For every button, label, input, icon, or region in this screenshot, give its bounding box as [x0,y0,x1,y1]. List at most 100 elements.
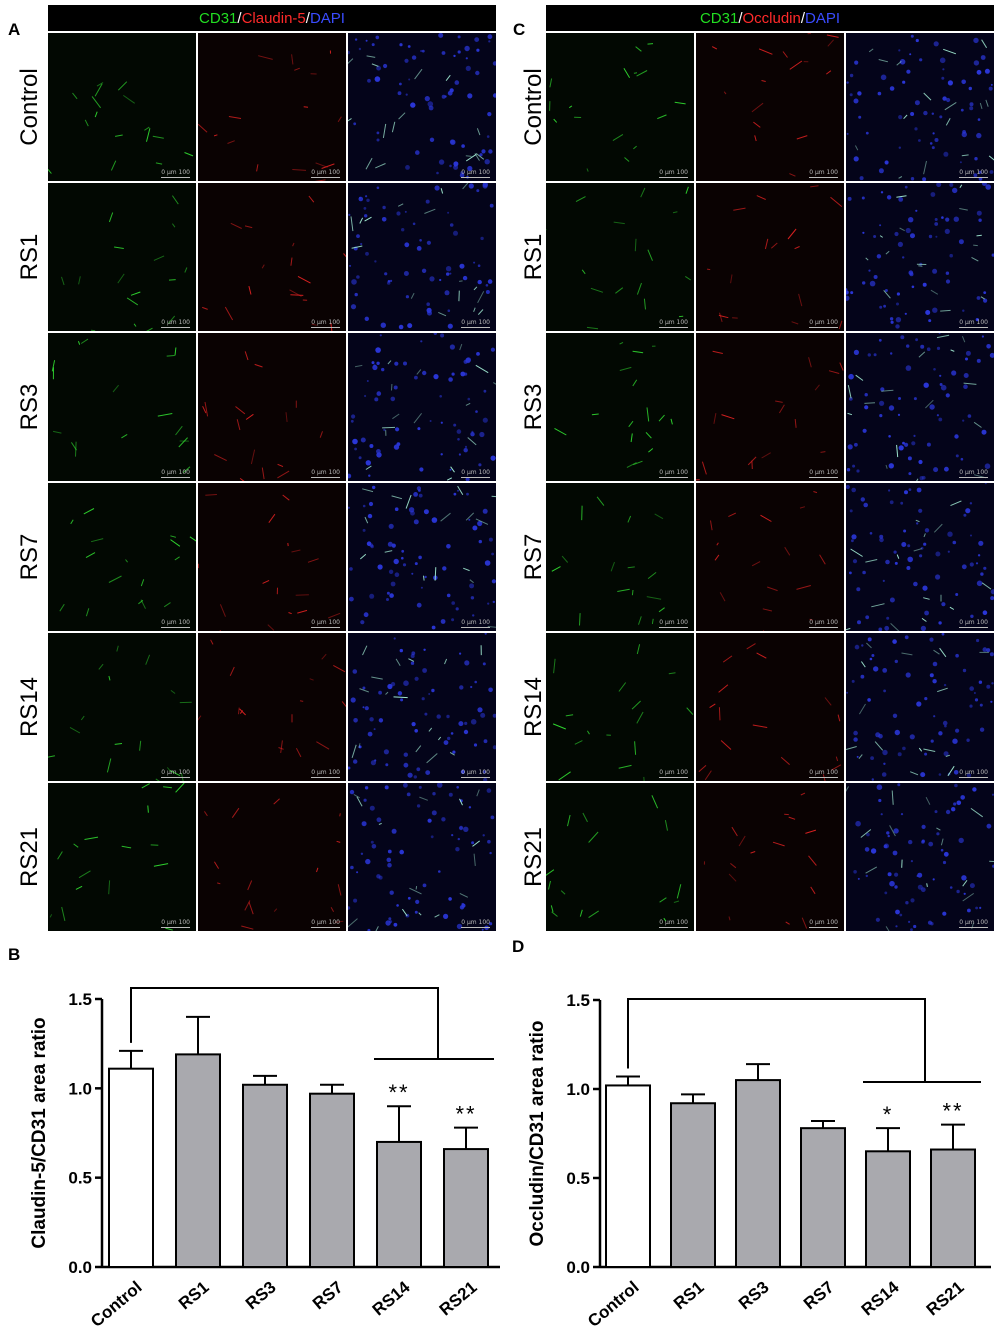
x-tick-label: RS14 [369,1277,414,1319]
bar-rs21 [443,1148,489,1268]
bar-rs21 [930,1148,976,1269]
scale-bar: 0 µm 100 [311,169,340,178]
x-tick-label: Control [87,1278,146,1331]
bar-rs14 [865,1150,911,1268]
bar-chart-occludin: 0.0 0.5 1.0 1.5 Occludin/CD31 area ratio Cont… [527,991,991,1331]
scale-bar: 0 µm 100 [311,319,340,328]
scale-bar: 0 µm 100 [959,319,988,328]
bar-control [108,1067,154,1269]
stain-header-c: CD31/Occludin / DAPI [546,5,994,31]
micrograph-a-rs21-cd31: 0 µm 100 [48,783,196,931]
y-tick-label: 0.0 [68,1258,92,1277]
micrograph-a-control-tight-junction: 0 µm 100 [198,33,346,181]
x-tick-label: Control [584,1278,643,1331]
panel-label-c: C [513,20,526,39]
micrograph-c-rs7-tight-junction: 0 µm 100 [696,483,844,631]
scale-bar: 0 µm 100 [659,469,688,478]
micrograph-c-rs1-tight-junction: 0 µm 100 [696,183,844,331]
micrograph-a-rs3-tight-junction: 0 µm 100 [198,333,346,481]
x-tick-label: RS7 [309,1278,347,1314]
scale-bar: 0 µm 100 [311,769,340,778]
significance-mark: ** [455,1102,476,1127]
micrograph-a-rs7-cd31: 0 µm 100 [48,483,196,631]
scale-bar: 0 µm 100 [959,169,988,178]
micrograph-c-rs3-merge: 0 µm 100 [846,333,994,481]
x-tick-label: RS3 [735,1278,773,1314]
stain-cd31: CD31 [699,9,739,27]
scale-bar: 0 µm 100 [809,919,838,928]
micrograph-a-rs7-tight-junction: 0 µm 100 [198,483,346,631]
row-label-rs21: RS21 [16,826,43,888]
significance-mark: ** [388,1080,409,1105]
bar-chart-claudin5: 0.0 0.5 1.0 1.5 Claudin-5/CD31 area ratio Con… [29,987,500,1331]
micrograph-c-rs21-merge: 0 µm 100 [846,783,994,931]
scale-bar: 0 µm 100 [809,469,838,478]
panel-label-b: B [8,945,21,964]
scale-bar: 0 µm 100 [659,319,688,328]
y-tick-label: 1.5 [68,990,92,1009]
y-axis-label: Occludin/CD31 area ratio [527,1021,548,1247]
x-tick-label: RS1 [670,1278,708,1314]
micrograph-a-rs3-merge: 0 µm 100 [348,333,496,481]
row-label-control: Control [16,68,43,146]
scale-bar: 0 µm 100 [659,919,688,928]
x-tick-label: RS1 [175,1278,213,1314]
scale-bar: 0 µm 100 [311,619,340,628]
x-tick-label: RS21 [923,1278,968,1320]
scale-bar: 0 µm 100 [461,619,490,628]
panel-label-d: D [512,937,525,956]
scale-bar: 0 µm 100 [311,919,340,928]
micrograph-c-control-merge: 0 µm 100 [846,33,994,181]
scale-bar: 0 µm 100 [161,169,190,178]
scale-bar: 0 µm 100 [161,319,190,328]
micrograph-c-rs21-cd31: 0 µm 100 [546,783,694,931]
x-tick-label: RS3 [242,1278,280,1314]
micrograph-a-rs14-merge: 0 µm 100 [348,633,496,781]
stain-dapi: DAPI [805,9,841,27]
y-tick-label: 0.0 [566,1258,590,1277]
row-label-rs3: RS3 [16,383,43,431]
micrograph-c-rs1-merge: 0 µm 100 [846,183,994,331]
scale-bar: 0 µm 100 [809,319,838,328]
stain-header-a: CD31/Claudin-5/DAPI [48,5,496,31]
scale-bar: 0 µm 100 [959,469,988,478]
micrograph-c-rs3-tight-junction: 0 µm 100 [696,333,844,481]
scale-bar: 0 µm 100 [461,169,490,178]
scale-bar: 0 µm 100 [161,619,190,628]
stain-occludin: Occludin [742,9,801,27]
micrograph-c-rs3-cd31: 0 µm 100 [546,333,694,481]
scale-bar: 0 µm 100 [311,469,340,478]
micrograph-a-rs21-tight-junction: 0 µm 100 [198,783,346,931]
micrograph-a-rs21-merge: 0 µm 100 [348,783,496,931]
micrograph-a-control-merge: 0 µm 100 [348,33,496,181]
row-label-rs14: RS14 [16,676,43,738]
bar-control [605,1084,651,1268]
micrograph-a-rs1-merge: 0 µm 100 [348,183,496,331]
y-tick-label: 1.0 [68,1079,92,1098]
significance-mark: * [883,1102,894,1127]
micrograph-c-control-tight-junction: 0 µm 100 [696,33,844,181]
scale-bar: 0 µm 100 [461,319,490,328]
stain-claudin5: Claudin-5 [241,9,306,27]
scale-bar: 0 µm 100 [161,919,190,928]
comparison-bracket [130,987,494,1060]
micrograph-a-rs1-cd31: 0 µm 100 [48,183,196,331]
scale-bar: 0 µm 100 [161,769,190,778]
micrograph-c-rs1-cd31: 0 µm 100 [546,183,694,331]
row-label-rs1: RS1 [16,233,43,281]
micrograph-a-control-cd31: 0 µm 100 [48,33,196,181]
x-tick-label: RS21 [436,1278,481,1320]
scale-bar: 0 µm 100 [461,469,490,478]
bar-rs3 [242,1083,288,1268]
micrograph-a-rs1-tight-junction: 0 µm 100 [198,183,346,331]
micrograph-a-rs14-tight-junction: 0 µm 100 [198,633,346,781]
bar-rs1 [175,1053,221,1268]
y-tick-label: 0.5 [68,1169,92,1188]
comparison-bracket [627,998,981,1083]
scale-bar: 0 µm 100 [659,169,688,178]
scale-bar: 0 µm 100 [461,769,490,778]
y-tick-label: 1.0 [566,1080,590,1099]
micrograph-c-rs21-tight-junction: 0 µm 100 [696,783,844,931]
scale-bar: 0 µm 100 [959,769,988,778]
scale-bar: 0 µm 100 [809,619,838,628]
